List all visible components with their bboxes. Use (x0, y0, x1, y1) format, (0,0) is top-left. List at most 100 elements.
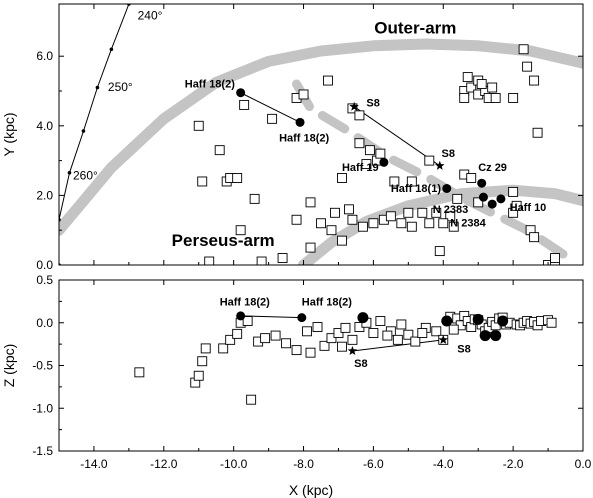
y-tick-label: 4.0 (36, 119, 53, 133)
open-square-point (396, 319, 407, 330)
point-label: Cz 29 (478, 162, 507, 174)
open-square-point (466, 82, 477, 93)
open-square-point (424, 218, 435, 229)
open-square-point (246, 394, 257, 405)
filled-circle-point (379, 157, 389, 167)
open-square-point (511, 200, 522, 211)
open-square-point (522, 61, 533, 72)
open-square-point (239, 99, 250, 110)
open-square-point (316, 218, 326, 229)
open-square-point (392, 334, 403, 345)
bottom-panel: -1.5 -1.0 -0.5 0.0 0.5 -14.0 -12.0 -10.0 -8.0 -6.… (1, 273, 592, 498)
open-square-point (291, 345, 302, 356)
open-square-point (431, 207, 442, 218)
open-square-point (466, 173, 477, 183)
filled-circle-point (472, 313, 484, 325)
open-square-point (364, 145, 375, 156)
longitude-tick-dot (81, 129, 86, 133)
arm-outer-arm (59, 38, 583, 236)
open-square-point (417, 328, 428, 338)
y-tick-label: 0.0 (36, 258, 53, 272)
open-square-point (448, 221, 459, 232)
open-square-point (302, 326, 312, 337)
bottom-plot-area (134, 310, 557, 405)
open-square-point (375, 148, 386, 159)
open-square-point (532, 127, 543, 138)
open-square-point (448, 324, 459, 335)
y-tick-label: -0.5 (32, 359, 53, 373)
open-square-point (382, 330, 393, 341)
open-square-point (417, 207, 428, 218)
x-tick-label: -2.0 (503, 457, 524, 471)
open-square-point (197, 176, 208, 187)
open-square-point (406, 221, 417, 232)
x-tick-label: -10.0 (220, 457, 248, 471)
open-square-point (354, 138, 365, 149)
open-square-point (200, 343, 211, 354)
filled-circle-point (497, 315, 509, 327)
arm-label: Perseus-arm (172, 231, 275, 250)
longitude-label: 240° (138, 9, 163, 23)
star-point (435, 160, 445, 170)
x-tick-label: -12.0 (150, 457, 178, 471)
open-square-point (232, 328, 243, 339)
open-square-point (445, 211, 456, 222)
filled-circle-point (487, 199, 497, 209)
arm-dashed-arm (292, 79, 574, 263)
y-tick-label: 0.0 (36, 316, 53, 330)
open-square-point (487, 82, 498, 93)
open-square-point (410, 336, 421, 347)
open-square-point (403, 329, 414, 340)
open-square-point (375, 316, 386, 326)
open-square-point (225, 334, 236, 345)
x-tick-label: 0.0 (575, 457, 592, 471)
open-square-point (214, 145, 225, 156)
open-square-point (235, 225, 246, 236)
longitude-tick-dot (95, 85, 100, 90)
point-label: N 2384 (450, 218, 486, 230)
point-label: Haff 19 (342, 162, 379, 174)
open-square-point (459, 93, 470, 103)
open-square-point (298, 89, 309, 100)
longitude-tick-dot (109, 47, 114, 52)
open-square-point (218, 343, 229, 354)
open-square-point (403, 207, 414, 218)
open-square-point (508, 186, 519, 197)
y-tick-label: 6.0 (36, 49, 53, 63)
open-square-point (193, 120, 204, 131)
open-square-point (389, 176, 400, 187)
open-square-point (368, 218, 379, 229)
open-square-point (438, 218, 449, 229)
point-label: Haff 18(2) (279, 132, 329, 144)
open-square-point (508, 93, 519, 103)
y-tick-label: -1.5 (32, 444, 53, 458)
x-tick-label: -4.0 (433, 457, 454, 471)
open-square-point (452, 193, 463, 204)
filled-circle-point (442, 183, 452, 193)
top-panel: 240° 250° 260° 0.0 2.0 4.0 6.0 Y (kpc) Outer-arm… (1, 3, 584, 272)
open-square-point (431, 326, 442, 337)
open-square-point (281, 338, 292, 349)
point-label: Haff 18(2) (220, 297, 270, 309)
open-square-point (550, 253, 561, 263)
open-square-point (326, 225, 337, 236)
filled-circle-point (236, 88, 246, 98)
open-square-point (361, 159, 372, 170)
open-square-point (277, 253, 288, 263)
filled-circle-point (479, 330, 491, 342)
open-square-point (337, 341, 347, 352)
open-square-point (305, 347, 316, 358)
filled-circle-point (478, 192, 488, 202)
filled-circle-point (295, 117, 305, 127)
open-square-point (340, 322, 351, 333)
open-square-point (242, 316, 253, 326)
open-square-point (406, 176, 417, 187)
longitude-label: 260° (73, 169, 98, 183)
y-tick-label: 0.5 (36, 273, 53, 287)
longitude-label: 250° (108, 80, 133, 94)
connector-s8 (352, 339, 444, 352)
open-square-point (337, 173, 347, 183)
y-axis-label: Z (kpc) (1, 344, 17, 388)
filled-circle-point (357, 312, 369, 324)
open-square-point (434, 246, 445, 257)
